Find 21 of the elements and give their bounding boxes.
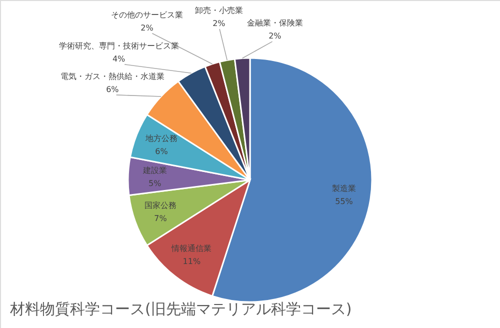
- slice-label: 金融業・保険業: [246, 18, 303, 28]
- slice-label: 学術研究、専門・技術サービス業: [58, 41, 179, 50]
- slice-label: 建設業: [142, 166, 167, 176]
- data-label: 6%: [155, 146, 168, 156]
- slice-label: 製造業: [332, 184, 356, 193]
- data-label: 55%: [335, 196, 354, 206]
- data-label: 4%: [112, 54, 126, 64]
- data-label: 11%: [182, 257, 201, 266]
- slice-label: 地方公務: [144, 134, 178, 143]
- text: 材料物質科学コース(旧先端マテリアル科学コース): [9, 300, 352, 318]
- slice-label: 情報通信業: [170, 244, 212, 254]
- data-label: 5%: [148, 179, 162, 188]
- data-label: 2%: [212, 19, 226, 28]
- slice-label: その他のサービス業: [111, 10, 184, 20]
- data-label: 7%: [154, 214, 168, 224]
- slice-label: 電気・ガス・熱供給・水道業: [60, 72, 164, 81]
- slice-label: 国家公務: [144, 201, 176, 210]
- data-label: 2%: [268, 32, 282, 41]
- slice-label: 卸売・小売業: [194, 6, 243, 16]
- data-label: 6%: [106, 84, 120, 94]
- data-label: 2%: [140, 23, 154, 32]
